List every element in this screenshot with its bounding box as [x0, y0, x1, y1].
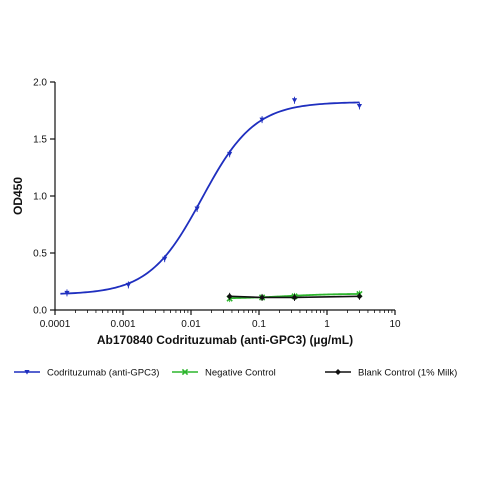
y-tick-label: 1.5: [33, 135, 47, 146]
data-point: [291, 294, 298, 301]
y-axis-title: OD450: [11, 177, 25, 215]
data-point: [162, 256, 168, 262]
x-axis-title: Ab170840 Codrituzumab (anti-GPC3) (µg/mL…: [97, 333, 353, 347]
legend-label: Blank Control (1% Milk): [358, 368, 457, 379]
legend-label: Negative Control: [205, 368, 276, 379]
data-point: [125, 282, 131, 288]
data-point: [356, 103, 363, 109]
y-tick-label: 1.0: [33, 192, 47, 203]
plot-area: [60, 96, 363, 303]
data-point: [181, 368, 189, 376]
fit-curve: [60, 101, 360, 295]
y-tick-label: 0.0: [33, 306, 47, 317]
series-line: [229, 295, 360, 299]
y-tick-label: 2.0: [33, 78, 47, 89]
data-point: [227, 151, 233, 157]
legend-item: Blank Control (1% Milk): [325, 368, 457, 379]
x-tick-label: 0.0001: [40, 319, 71, 330]
legend-item: Negative Control: [172, 368, 276, 379]
data-point: [259, 294, 266, 301]
axes: 0.0 0.5 1.0 1.5 2.0 0.0001 0.001 0.01 0.1 1 10: [33, 78, 401, 331]
data-point: [259, 117, 265, 123]
x-tick-label: 0.001: [110, 319, 135, 330]
data-point: [226, 293, 233, 300]
x-tick-label: 10: [389, 319, 401, 330]
x-tick-label: 0.1: [252, 319, 266, 330]
data-point: [356, 293, 363, 300]
series-0: [60, 96, 363, 297]
legend-item: Codrituzumab (anti-GPC3): [14, 368, 159, 379]
data-point: [64, 290, 70, 296]
legend: Codrituzumab (anti-GPC3) Negative Control…: [14, 368, 457, 379]
data-point: [335, 369, 341, 375]
y-tick-label: 0.5: [33, 249, 47, 260]
x-tick-label: 1: [324, 319, 330, 330]
x-tick-label: 0.01: [181, 319, 201, 330]
data-point: [291, 98, 298, 103]
series-2: [226, 292, 363, 301]
legend-label: Codrituzumab (anti-GPC3): [47, 368, 159, 379]
data-point: [24, 370, 30, 375]
data-point: [194, 206, 200, 212]
